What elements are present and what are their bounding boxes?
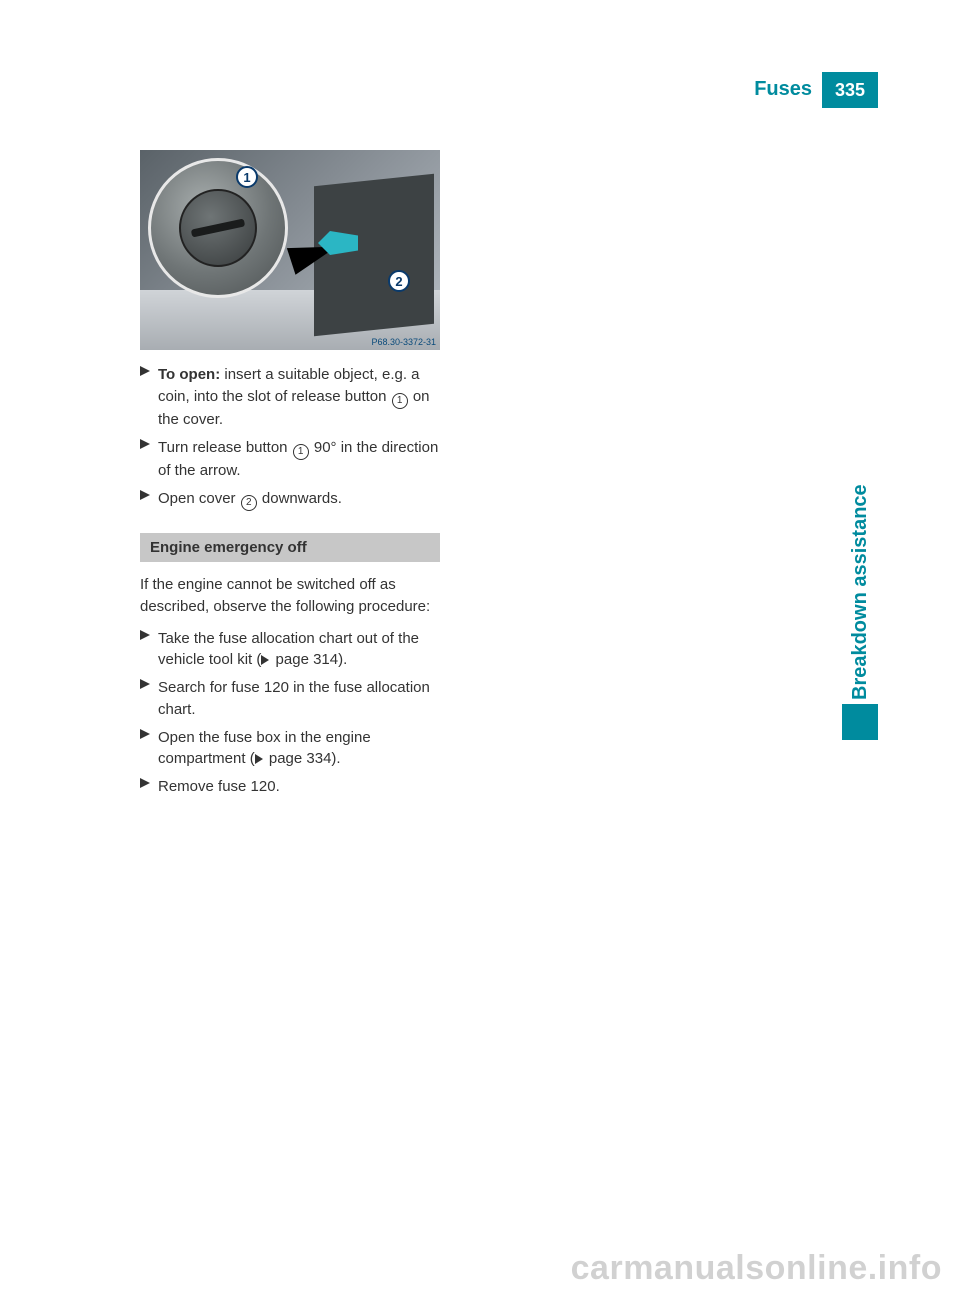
xref-triangle-icon [255,754,263,764]
section-tab: Breakdown assistance [842,430,878,740]
step-item: Remove fuse 120. [140,776,440,798]
circled-ref: 1 [392,393,408,409]
step-text: To open: insert a suitable object, e.g. … [158,364,440,431]
figure-callout-2: 2 [388,270,410,292]
step-text: Open the fuse box in the engine compartm… [158,727,440,771]
step-marker-icon [140,776,158,798]
step-text: Open cover 2 downwards. [158,488,440,511]
instruction-figure: 1 2 P68.30-3372-31 [140,150,440,350]
step-item: Take the fuse allocation chart out of th… [140,628,440,672]
step-span: Remove fuse 120. [158,778,280,795]
step-marker-icon [140,677,158,721]
section-tab-label: Breakdown assistance [849,430,872,700]
step-xref: page 334). [265,750,341,767]
step-marker-icon [140,364,158,431]
manual-page: Fuses 335 Breakdown assistance 1 2 P68.3… [0,0,960,1302]
step-item: To open: insert a suitable object, e.g. … [140,364,440,431]
header-title: Fuses [754,72,822,108]
step-xref: page 314). [271,651,347,668]
section-heading: Engine emergency off [140,533,440,562]
page-header: Fuses 335 [754,72,878,108]
step-span: Open cover [158,490,240,507]
step-marker-icon [140,488,158,511]
xref-triangle-icon [261,655,269,665]
step-span: Turn release button [158,439,292,456]
step-item: Search for fuse 120 in the fuse allocati… [140,677,440,721]
figure-code: P68.30-3372-31 [371,337,436,347]
step-span: Search for fuse 120 in the fuse allocati… [158,679,430,718]
figure-knob-slot [191,218,245,237]
step-tail: downwards. [258,490,342,507]
circled-ref: 2 [241,495,257,511]
step-text: Remove fuse 120. [158,776,440,798]
figure-knob [179,189,257,267]
steps-group-b: Take the fuse allocation chart out of th… [140,628,440,798]
step-text: Turn release button 1 90° in the directi… [158,437,440,482]
section-tab-block [842,704,878,740]
figure-inset-circle [148,158,288,298]
step-marker-icon [140,628,158,672]
steps-group-a: To open: insert a suitable object, e.g. … [140,364,440,511]
page-number: 335 [822,72,878,108]
figure-callout-1: 1 [236,166,258,188]
step-text: Take the fuse allocation chart out of th… [158,628,440,672]
step-item: Open cover 2 downwards. [140,488,440,511]
step-text: Search for fuse 120 in the fuse allocati… [158,677,440,721]
step-marker-icon [140,727,158,771]
step-bold: To open: [158,366,220,383]
step-item: Turn release button 1 90° in the directi… [140,437,440,482]
circled-ref: 1 [293,444,309,460]
step-marker-icon [140,437,158,482]
step-item: Open the fuse box in the engine compartm… [140,727,440,771]
watermark: carmanualsonline.info [571,1249,942,1288]
content-column: 1 2 P68.30-3372-31 To open: insert a sui… [140,150,440,804]
section-intro: If the engine cannot be switched off as … [140,574,440,618]
